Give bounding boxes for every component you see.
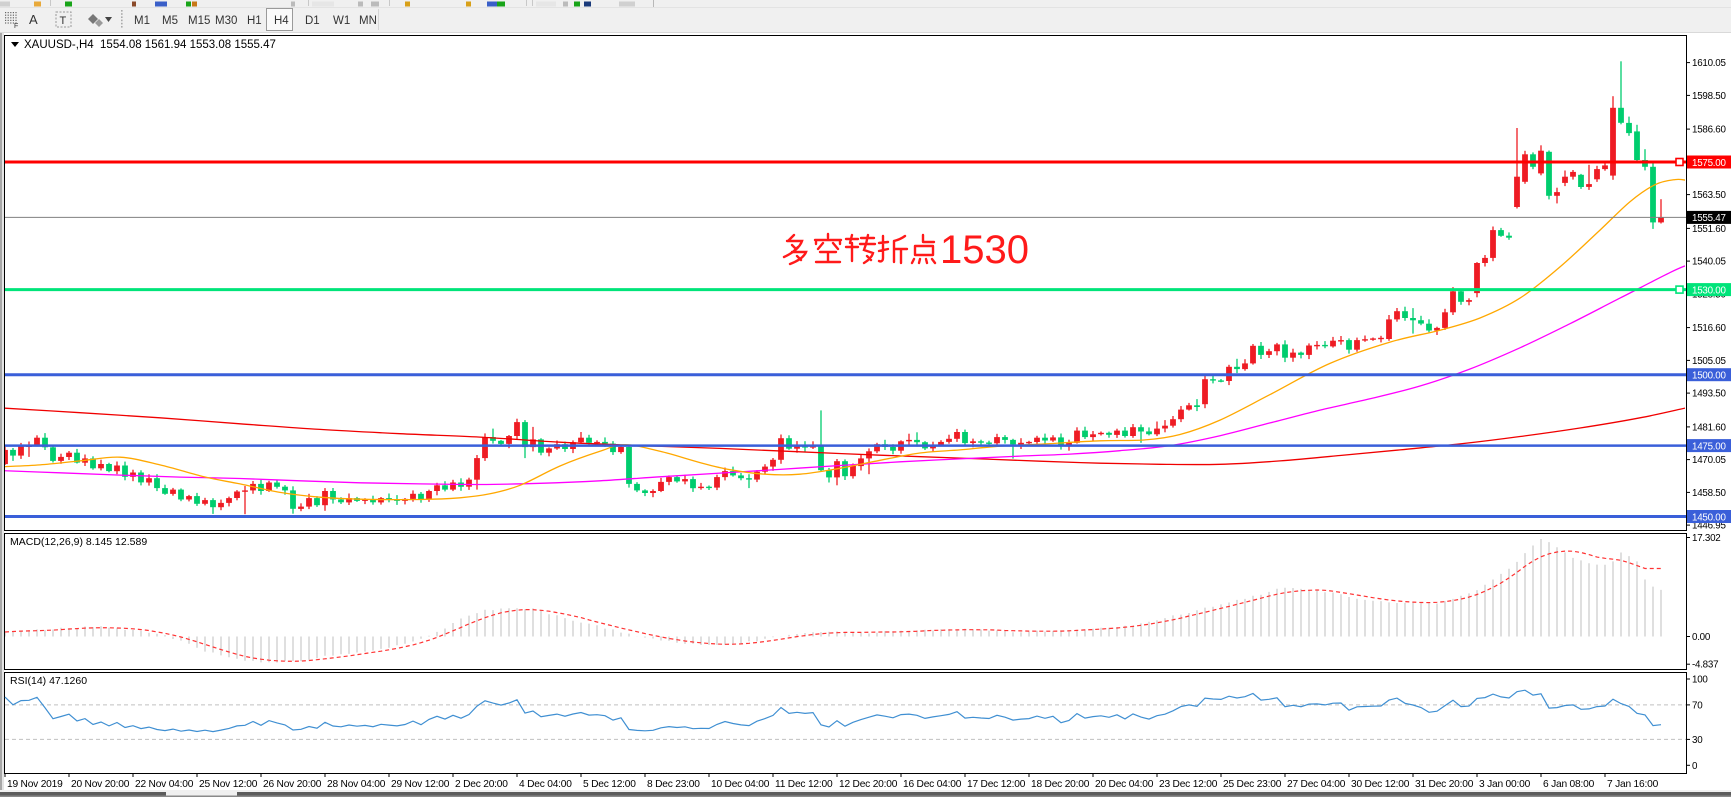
- svg-text:19 Nov 2019: 19 Nov 2019: [7, 779, 63, 790]
- svg-text:F: F: [14, 23, 18, 30]
- svg-text:A: A: [29, 12, 38, 27]
- svg-text:25 Dec 23:00: 25 Dec 23:00: [1223, 779, 1282, 790]
- svg-text:1563.50: 1563.50: [1692, 190, 1726, 201]
- svg-text:-4.837: -4.837: [1692, 660, 1718, 671]
- svg-text:17 Dec 12:00: 17 Dec 12:00: [967, 779, 1026, 790]
- svg-text:30 Dec 12:00: 30 Dec 12:00: [1351, 779, 1410, 790]
- svg-text:25 Nov 12:00: 25 Nov 12:00: [199, 779, 258, 790]
- svg-text:31 Dec 20:00: 31 Dec 20:00: [1415, 779, 1474, 790]
- svg-text:1505.05: 1505.05: [1692, 356, 1726, 367]
- svg-text:22 Nov 04:00: 22 Nov 04:00: [135, 779, 194, 790]
- svg-text:1540.05: 1540.05: [1692, 257, 1726, 268]
- svg-text:20 Dec 04:00: 20 Dec 04:00: [1095, 779, 1154, 790]
- svg-text:27 Dec 04:00: 27 Dec 04:00: [1287, 779, 1346, 790]
- svg-text:20 Nov 20:00: 20 Nov 20:00: [71, 779, 130, 790]
- svg-text:1530.00: 1530.00: [1692, 285, 1726, 296]
- svg-text:T: T: [60, 15, 67, 27]
- svg-text:1610.05: 1610.05: [1692, 58, 1726, 69]
- svg-text:16 Dec 04:00: 16 Dec 04:00: [903, 779, 962, 790]
- svg-text:1598.50: 1598.50: [1692, 91, 1726, 102]
- svg-text:H4: H4: [274, 15, 289, 27]
- svg-text:29 Nov 12:00: 29 Nov 12:00: [391, 779, 450, 790]
- svg-text:70: 70: [1692, 700, 1703, 711]
- svg-text:10 Dec 04:00: 10 Dec 04:00: [711, 779, 770, 790]
- svg-text:17.302: 17.302: [1692, 533, 1720, 544]
- svg-text:28 Nov 04:00: 28 Nov 04:00: [327, 779, 386, 790]
- svg-text:11 Dec 12:00: 11 Dec 12:00: [775, 779, 833, 790]
- svg-text:M15: M15: [188, 15, 210, 27]
- svg-text:1458.50: 1458.50: [1692, 488, 1726, 499]
- svg-text:26 Nov 20:00: 26 Nov 20:00: [263, 779, 322, 790]
- svg-text:H1: H1: [247, 15, 262, 27]
- svg-text:8 Dec 23:00: 8 Dec 23:00: [647, 779, 700, 790]
- svg-text:M30: M30: [215, 15, 237, 27]
- svg-text:1555.47: 1555.47: [1692, 213, 1726, 224]
- svg-text:RSI(14) 47.1260: RSI(14) 47.1260: [10, 675, 87, 687]
- svg-text:18 Dec 20:00: 18 Dec 20:00: [1031, 779, 1090, 790]
- svg-text:M1: M1: [134, 15, 150, 27]
- svg-text:0: 0: [1692, 761, 1698, 772]
- svg-text:1446.95: 1446.95: [1692, 521, 1726, 532]
- svg-text:12 Dec 20:00: 12 Dec 20:00: [839, 779, 898, 790]
- svg-text:0.00: 0.00: [1692, 632, 1711, 643]
- svg-text:5 Dec 12:00: 5 Dec 12:00: [583, 779, 636, 790]
- svg-text:1470.05: 1470.05: [1692, 455, 1726, 466]
- svg-text:MACD(12,26,9) 8.145 12.589: MACD(12,26,9) 8.145 12.589: [10, 536, 147, 548]
- svg-text:1575.00: 1575.00: [1692, 158, 1726, 169]
- svg-text:7 Jan 16:00: 7 Jan 16:00: [1607, 779, 1659, 790]
- svg-text:1586.60: 1586.60: [1692, 125, 1726, 136]
- svg-text:D1: D1: [305, 15, 320, 27]
- svg-text:W1: W1: [333, 15, 350, 27]
- svg-text:1551.60: 1551.60: [1692, 224, 1726, 235]
- svg-text:1516.60: 1516.60: [1692, 323, 1726, 334]
- svg-text:M5: M5: [162, 15, 178, 27]
- svg-text:4 Dec 04:00: 4 Dec 04:00: [519, 779, 572, 790]
- svg-text:6 Jan 08:00: 6 Jan 08:00: [1543, 779, 1595, 790]
- svg-text:2 Dec 20:00: 2 Dec 20:00: [455, 779, 508, 790]
- svg-text:1481.60: 1481.60: [1692, 422, 1726, 433]
- svg-text:1493.50: 1493.50: [1692, 389, 1726, 400]
- svg-text:100: 100: [1692, 675, 1708, 686]
- svg-text:XAUUSD-,H4 1554.08 1561.94 15: XAUUSD-,H4 1554.08 1561.94 1553.08 1555.…: [24, 39, 276, 51]
- svg-text:MN: MN: [359, 15, 377, 27]
- svg-text:1475.00: 1475.00: [1692, 441, 1726, 452]
- svg-text:1500.00: 1500.00: [1692, 371, 1726, 382]
- svg-text:30: 30: [1692, 735, 1703, 746]
- svg-text:3 Jan 00:00: 3 Jan 00:00: [1479, 779, 1531, 790]
- svg-text:1450.00: 1450.00: [1692, 512, 1726, 523]
- svg-text:23 Dec 12:00: 23 Dec 12:00: [1159, 779, 1218, 790]
- svg-text:1530: 1530: [940, 228, 1029, 272]
